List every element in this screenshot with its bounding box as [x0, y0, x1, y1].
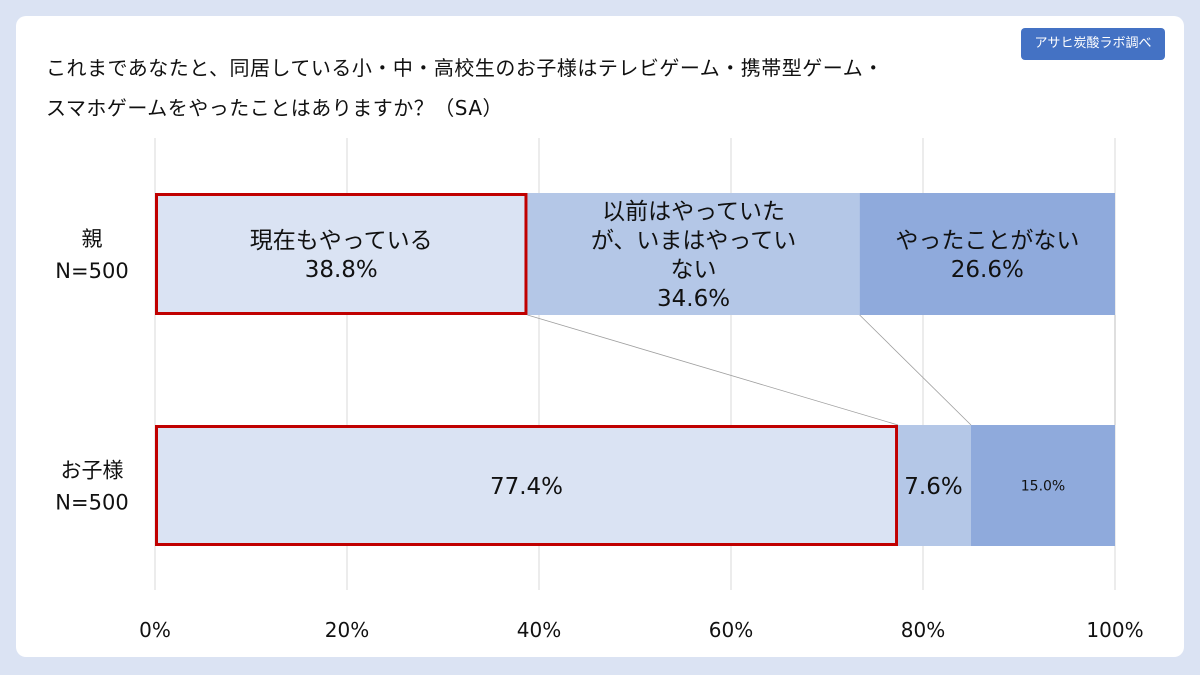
data-label: 34.6% [657, 286, 730, 312]
chart-title-line-1: これまであなたと、同居している小・中・高校生のお子様はテレビゲーム・携帯型ゲーム… [46, 56, 884, 80]
bar-segment [527, 193, 860, 315]
x-tick-label: 60% [709, 618, 753, 642]
bar-segment [155, 425, 899, 546]
x-tick-label: 0% [139, 618, 171, 642]
source-badge: アサヒ炭酸ラボ調べ [1021, 28, 1165, 60]
data-label: が、いまはやってい [591, 228, 796, 254]
data-label: 15.0% [1021, 479, 1065, 495]
bar-segment [155, 193, 528, 315]
category-label: N=500 [55, 491, 128, 515]
data-label: ない [671, 257, 717, 283]
data-label: やったことがない [895, 228, 1079, 254]
x-tick-label: 20% [325, 618, 369, 642]
category-label: 親 [82, 227, 103, 251]
connector-line [527, 314, 899, 426]
category-label: お子様 [61, 459, 124, 483]
bar-segment [971, 425, 1115, 546]
data-label: 38.8% [305, 257, 378, 283]
data-label: 現在もやっている [250, 228, 433, 254]
bar-segment [898, 425, 971, 546]
x-tick-label: 100% [1086, 618, 1143, 642]
x-tick-label: 80% [901, 618, 945, 642]
bar-segment [859, 193, 1115, 315]
chart-title-line-2: スマホゲームをやったことはありますか？（SA） [46, 96, 504, 120]
data-label: 7.6% [904, 474, 962, 500]
x-tick-label: 40% [517, 618, 561, 642]
highlight-border [155, 425, 899, 546]
data-label: 26.6% [951, 257, 1024, 283]
highlight-border [155, 193, 528, 315]
category-label: N=500 [55, 259, 128, 283]
data-label: 以前はやっていた [602, 199, 785, 225]
connector-line [859, 314, 972, 426]
data-label: 77.4% [490, 474, 563, 500]
